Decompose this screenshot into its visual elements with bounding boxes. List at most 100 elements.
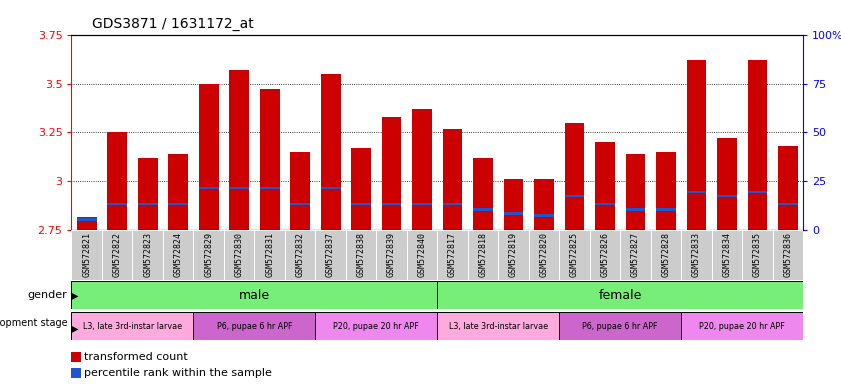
Text: GSM572824: GSM572824 bbox=[174, 232, 182, 277]
Text: GSM572825: GSM572825 bbox=[570, 232, 579, 277]
Bar bbox=[534, 179, 554, 230]
Text: GSM572839: GSM572839 bbox=[387, 232, 396, 277]
Bar bbox=[656, 152, 676, 230]
Bar bbox=[742, 230, 773, 280]
Bar bbox=[651, 230, 681, 280]
Text: GSM572833: GSM572833 bbox=[692, 232, 701, 277]
Bar bbox=[168, 154, 188, 230]
Bar bbox=[590, 230, 621, 280]
Bar bbox=[382, 117, 401, 230]
Bar bbox=[193, 312, 315, 340]
Bar bbox=[773, 230, 803, 280]
Bar bbox=[71, 230, 102, 280]
Text: GSM572823: GSM572823 bbox=[143, 232, 152, 277]
Text: GSM572831: GSM572831 bbox=[265, 232, 274, 277]
Text: development stage: development stage bbox=[0, 318, 67, 328]
Bar bbox=[260, 187, 279, 189]
Bar bbox=[437, 281, 803, 309]
Bar bbox=[717, 138, 737, 230]
Bar bbox=[290, 152, 310, 230]
Text: ▶: ▶ bbox=[71, 324, 78, 334]
Text: GSM572840: GSM572840 bbox=[418, 232, 426, 277]
Bar bbox=[71, 281, 437, 309]
Text: GSM572835: GSM572835 bbox=[753, 232, 762, 277]
Text: L3, late 3rd-instar larvae: L3, late 3rd-instar larvae bbox=[449, 321, 547, 331]
Bar bbox=[77, 217, 97, 230]
Bar bbox=[224, 230, 254, 280]
Bar bbox=[230, 187, 249, 189]
Bar bbox=[498, 230, 529, 280]
Bar bbox=[534, 214, 554, 217]
Text: GSM572832: GSM572832 bbox=[296, 232, 304, 277]
Text: GSM572817: GSM572817 bbox=[448, 232, 457, 277]
Bar bbox=[778, 203, 798, 205]
Bar bbox=[71, 352, 81, 362]
Bar bbox=[595, 203, 615, 205]
Bar bbox=[473, 158, 493, 230]
Text: GSM572837: GSM572837 bbox=[326, 232, 335, 277]
Bar bbox=[559, 312, 681, 340]
Bar bbox=[778, 146, 798, 230]
Text: P20, pupae 20 hr APF: P20, pupae 20 hr APF bbox=[334, 321, 419, 331]
Bar bbox=[468, 230, 498, 280]
Text: transformed count: transformed count bbox=[84, 352, 188, 362]
Bar bbox=[656, 209, 676, 211]
Bar bbox=[77, 218, 97, 220]
Bar bbox=[437, 230, 468, 280]
Bar bbox=[108, 132, 127, 230]
Bar bbox=[102, 230, 132, 280]
Bar bbox=[412, 109, 432, 230]
Bar bbox=[564, 123, 584, 230]
Bar bbox=[352, 148, 371, 230]
Bar bbox=[133, 230, 163, 280]
Bar bbox=[620, 230, 651, 280]
Bar bbox=[163, 230, 193, 280]
Bar bbox=[407, 230, 437, 280]
Bar bbox=[315, 312, 437, 340]
Bar bbox=[442, 203, 463, 205]
Text: percentile rank within the sample: percentile rank within the sample bbox=[84, 368, 272, 378]
Text: male: male bbox=[239, 289, 270, 302]
Bar bbox=[290, 203, 310, 205]
Text: GSM572819: GSM572819 bbox=[509, 232, 518, 277]
Bar bbox=[504, 179, 523, 230]
Bar bbox=[504, 212, 523, 215]
Text: GSM572836: GSM572836 bbox=[784, 232, 792, 277]
Text: GDS3871 / 1631172_at: GDS3871 / 1631172_at bbox=[92, 17, 253, 31]
Text: female: female bbox=[599, 289, 642, 302]
Bar bbox=[108, 203, 127, 205]
Text: gender: gender bbox=[28, 290, 67, 300]
Bar bbox=[260, 89, 279, 230]
Bar bbox=[138, 203, 157, 205]
Text: GSM572827: GSM572827 bbox=[631, 232, 640, 277]
Bar bbox=[320, 74, 341, 230]
Bar bbox=[717, 195, 737, 197]
Bar bbox=[437, 312, 559, 340]
Bar bbox=[346, 230, 377, 280]
Text: GSM572828: GSM572828 bbox=[662, 232, 670, 277]
Text: GSM572818: GSM572818 bbox=[479, 232, 488, 277]
Bar bbox=[376, 230, 407, 280]
Bar bbox=[748, 60, 767, 230]
Bar bbox=[681, 312, 803, 340]
Bar bbox=[686, 60, 706, 230]
Bar bbox=[320, 187, 341, 189]
Bar bbox=[686, 191, 706, 193]
Bar bbox=[529, 230, 559, 280]
Bar bbox=[138, 158, 157, 230]
Text: P6, pupae 6 hr APF: P6, pupae 6 hr APF bbox=[217, 321, 292, 331]
Bar bbox=[711, 230, 742, 280]
Bar bbox=[315, 230, 346, 280]
Bar bbox=[254, 230, 285, 280]
Text: P6, pupae 6 hr APF: P6, pupae 6 hr APF bbox=[583, 321, 658, 331]
Bar bbox=[559, 230, 590, 280]
Bar bbox=[626, 154, 645, 230]
Text: P20, pupae 20 hr APF: P20, pupae 20 hr APF bbox=[700, 321, 785, 331]
Text: GSM572838: GSM572838 bbox=[357, 232, 366, 277]
Text: GSM572821: GSM572821 bbox=[82, 232, 91, 277]
Bar bbox=[442, 129, 463, 230]
Bar bbox=[412, 203, 432, 205]
Text: GSM572820: GSM572820 bbox=[540, 232, 548, 277]
Bar bbox=[473, 209, 493, 211]
Bar bbox=[71, 312, 193, 340]
